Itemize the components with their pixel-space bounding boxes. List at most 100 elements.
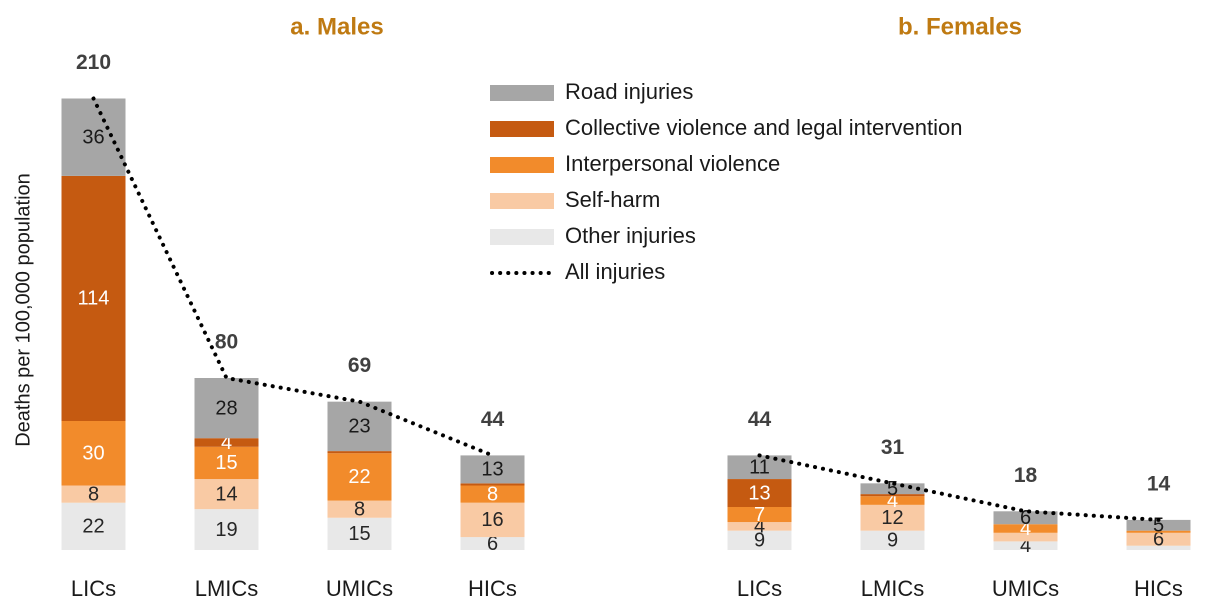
legend-swatch	[490, 157, 554, 173]
bar-segment	[860, 494, 925, 497]
data-label: 9	[887, 530, 898, 552]
bar-segment	[1126, 530, 1191, 533]
bar-segment	[460, 455, 525, 484]
bar-segment	[460, 537, 525, 550]
data-label: 8	[88, 483, 99, 505]
x-tick-label: HICs	[468, 576, 517, 601]
data-label: 4	[1020, 518, 1031, 540]
bar-segment	[194, 479, 259, 510]
legend-swatch	[490, 229, 554, 245]
data-label: 9	[754, 530, 765, 552]
data-label: 4	[1020, 535, 1031, 557]
data-label: 14	[215, 483, 237, 505]
bar-segment	[727, 507, 792, 523]
legend-label: Self-harm	[565, 187, 660, 212]
data-label: 6	[1020, 507, 1031, 529]
bar-segment	[727, 522, 792, 531]
panel-title: b. Females	[898, 13, 1022, 40]
total-label: 44	[748, 408, 772, 431]
data-label: 22	[82, 516, 104, 538]
data-label: 15	[215, 452, 237, 474]
data-label: 114	[78, 288, 110, 310]
bar-segment	[727, 530, 792, 550]
data-label: 6	[1153, 529, 1164, 551]
bar-segment	[860, 504, 925, 531]
total-label: 14	[1147, 472, 1171, 495]
bar-segment	[61, 421, 126, 486]
bar-segment	[61, 485, 126, 503]
data-label: 6	[487, 533, 498, 555]
total-label: 44	[481, 408, 505, 431]
legend-swatch	[490, 193, 554, 209]
data-label: 23	[348, 416, 370, 438]
data-label: 5	[887, 478, 898, 500]
bar-segment	[1126, 532, 1191, 546]
legend-label: Interpersonal violence	[565, 151, 780, 176]
data-label: 4	[754, 516, 765, 538]
bar-segment	[194, 378, 259, 439]
bar-segment	[327, 451, 392, 454]
legend-label: Collective violence and legal interventi…	[565, 115, 962, 140]
x-tick-label: HICs	[1134, 576, 1183, 601]
data-label: 8	[354, 498, 365, 520]
bar-segment	[727, 479, 792, 507]
bar-segment	[61, 175, 126, 421]
bar-segment	[194, 438, 259, 447]
total-line	[757, 453, 1161, 522]
bar-segment	[327, 500, 392, 518]
data-label: 5	[1153, 515, 1164, 537]
legend-label: All injuries	[565, 259, 665, 284]
bar-segment	[327, 453, 392, 501]
bar-segment	[993, 511, 1058, 525]
data-label: 19	[215, 519, 237, 541]
data-label: 4	[221, 432, 232, 454]
total-line	[91, 96, 495, 458]
data-label: 11	[749, 457, 770, 479]
bar-segment	[860, 483, 925, 495]
data-label: 7	[754, 504, 765, 526]
total-label: 31	[881, 436, 905, 459]
total-label: 80	[215, 331, 238, 354]
data-label: 22	[348, 466, 370, 488]
data-label: 8	[487, 483, 498, 505]
x-tick-label: LICs	[71, 576, 116, 601]
bar-segment	[993, 541, 1058, 550]
bar-segment	[61, 98, 126, 176]
bar-segment	[460, 483, 525, 486]
bar-segment	[327, 401, 392, 452]
data-label: 12	[881, 507, 903, 529]
x-tick-label: LICs	[737, 576, 782, 601]
total-label: 69	[348, 354, 371, 377]
panel-title: a. Males	[290, 13, 383, 40]
x-tick-label: LMICs	[861, 576, 925, 601]
bar-segment	[993, 524, 1058, 533]
bar-segment	[194, 446, 259, 480]
bar-segment	[1126, 545, 1191, 550]
legend-swatch	[490, 85, 554, 101]
bar-segment	[61, 502, 126, 550]
legend-label: Road injuries	[565, 79, 693, 104]
x-tick-label: UMICs	[992, 576, 1059, 601]
data-label: 16	[481, 509, 503, 531]
legend-swatch	[490, 121, 554, 137]
x-tick-label: UMICs	[326, 576, 393, 601]
total-label: 18	[1014, 464, 1038, 487]
bar-segment	[993, 532, 1058, 542]
bar-segment	[1126, 519, 1191, 531]
bar-segment	[860, 496, 925, 505]
data-label: 4	[887, 490, 898, 512]
bar-segment	[860, 530, 925, 550]
data-label: 28	[215, 397, 237, 419]
y-axis-label: Deaths per 100,000 population	[12, 173, 34, 447]
data-label: 15	[348, 523, 370, 545]
legend-label: Other injuries	[565, 223, 696, 248]
total-label: 210	[76, 51, 111, 74]
bar-segment	[460, 485, 525, 503]
bar-segment	[327, 517, 392, 550]
data-label: 13	[481, 459, 503, 481]
data-label: 30	[82, 443, 104, 465]
bar-segment	[460, 502, 525, 538]
data-label: 13	[748, 482, 770, 504]
bar-segment	[194, 509, 259, 550]
